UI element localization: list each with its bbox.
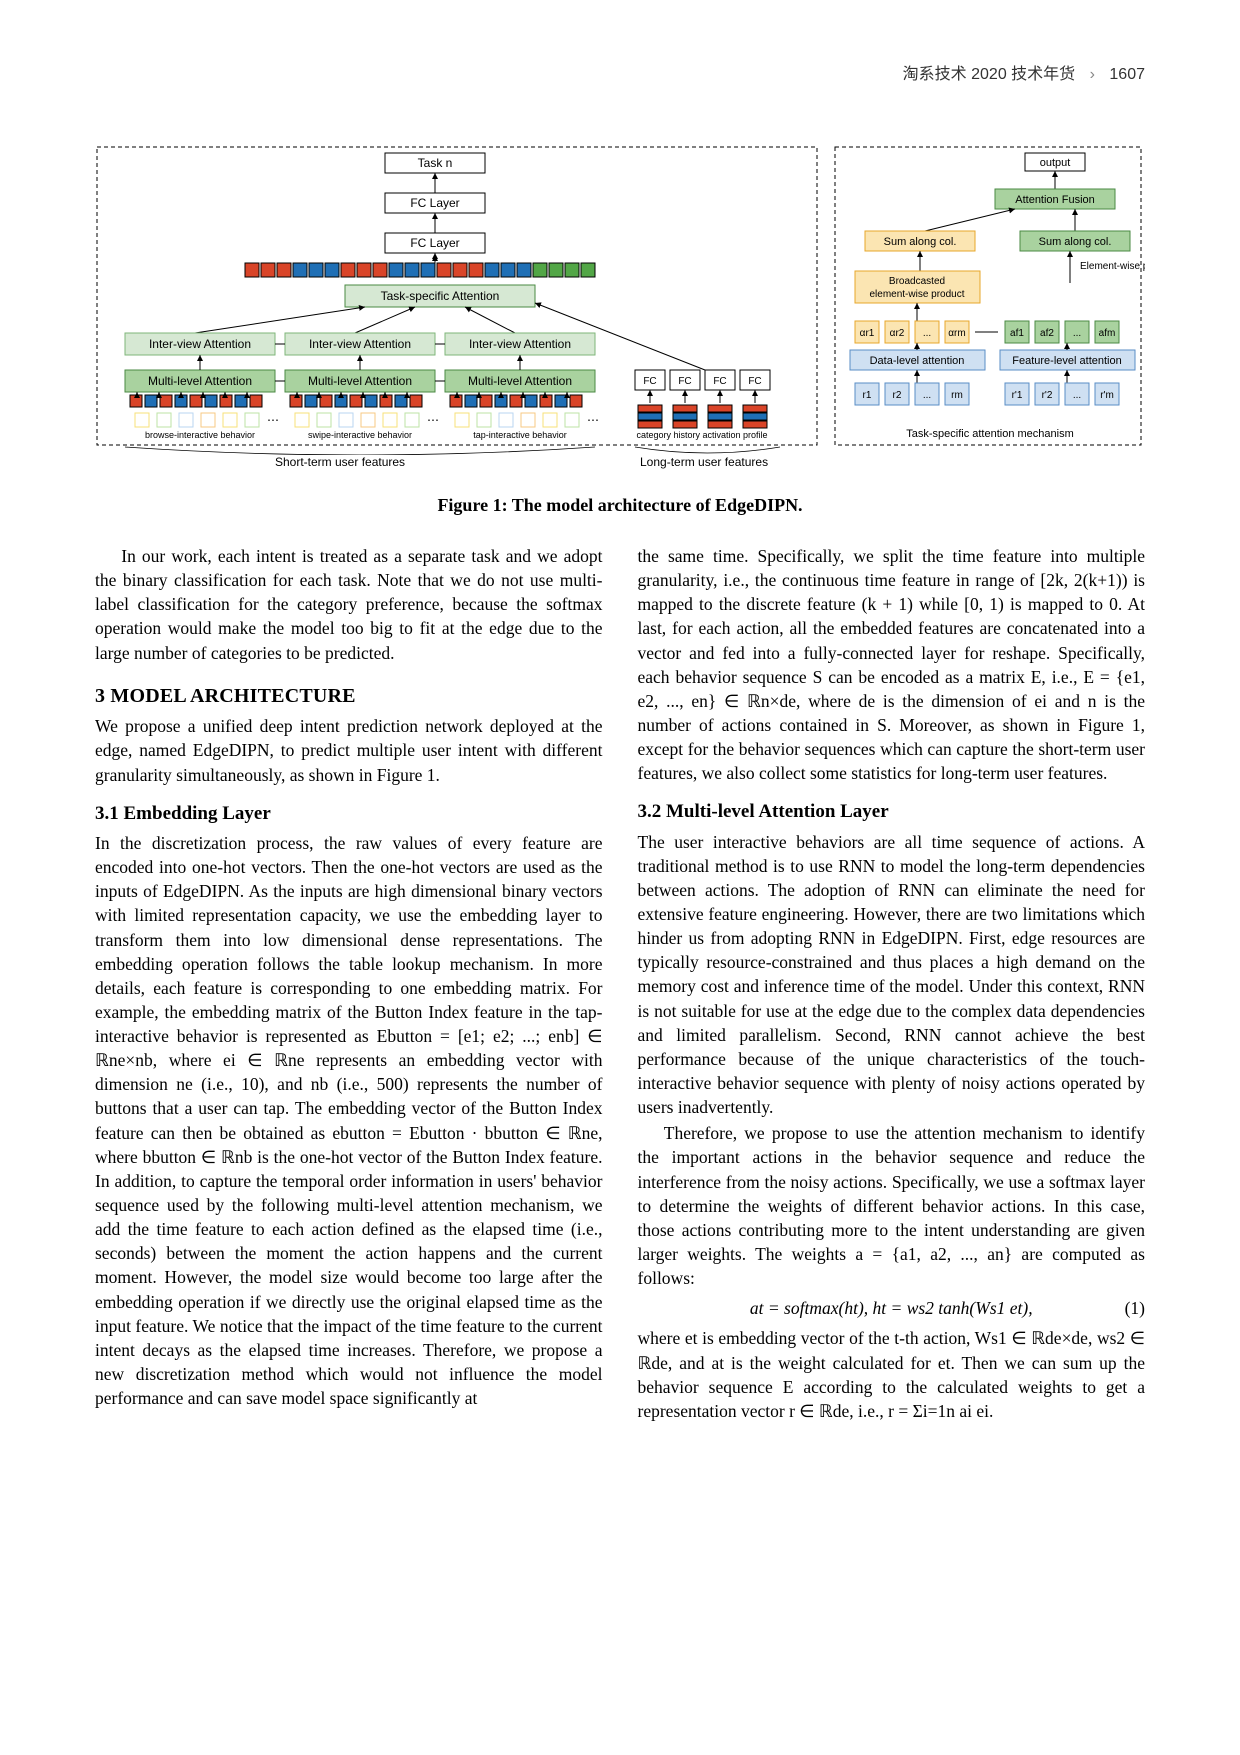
svg-text:FC: FC: [713, 376, 726, 387]
figure-caption: Figure 1: The model architecture of Edge…: [95, 495, 1145, 516]
svg-text:αr1: αr1: [860, 328, 875, 339]
equation-1: at = softmax(ht), ht = ws2 tanh(Ws1 et),…: [638, 1296, 1146, 1320]
section-3-heading: 3 MODEL ARCHITECTURE: [95, 683, 603, 711]
architecture-figure: Task n FC Layer FC Layer Task-specific A…: [95, 145, 1145, 516]
svg-text:Element-wise product: Element-wise product: [1080, 261, 1145, 272]
svg-text:Task-specific attention mechan: Task-specific attention mechanism: [906, 428, 1074, 440]
svg-text:Feature-level attention: Feature-level attention: [1012, 355, 1121, 367]
svg-text:Inter-view Attention: Inter-view Attention: [469, 337, 571, 351]
svg-text:element-wise product: element-wise product: [869, 289, 964, 300]
svg-text:r'm: r'm: [1100, 390, 1114, 401]
svg-text:Data-level attention: Data-level attention: [870, 355, 965, 367]
multi-level-group: Multi-level Attention Multi-level Attent…: [125, 355, 595, 392]
section-3-2-para-a: The user interactive behaviors are all t…: [638, 830, 1146, 1120]
svg-text:Sum along col.: Sum along col.: [884, 236, 957, 248]
svg-text:Broadcasted: Broadcasted: [889, 276, 945, 287]
running-header: 淘系技术 2020 技术年货 › 1607: [903, 60, 1145, 84]
svg-text:⋯: ⋯: [427, 413, 439, 427]
short-term-label: Short-term user features: [275, 455, 405, 469]
svg-text:FC: FC: [643, 376, 656, 387]
section-3-2-para-b: Therefore, we propose to use the attenti…: [638, 1121, 1146, 1290]
inter-view-group: Inter-view Attention Inter-view Attentio…: [125, 333, 595, 355]
svg-text:Task n: Task n: [418, 156, 453, 170]
right-column: the same time. Specifically, we split th…: [638, 544, 1146, 1425]
svg-text:...: ...: [923, 328, 931, 339]
svg-text:tap-interactive behavior: tap-interactive behavior: [473, 430, 567, 440]
section-3-1-para: In the discretization process, the raw v…: [95, 831, 603, 1410]
svg-text:αr2: αr2: [890, 328, 905, 339]
svg-text:afm: afm: [1099, 328, 1116, 339]
svg-text:...: ...: [1073, 390, 1081, 401]
svg-text:FC Layer: FC Layer: [410, 236, 459, 250]
svg-text:Sum along col.: Sum along col.: [1039, 236, 1112, 248]
left-column: In our work, each intent is treated as a…: [95, 544, 603, 1425]
svg-text:r'2: r'2: [1042, 390, 1053, 401]
svg-text:Inter-view Attention: Inter-view Attention: [309, 337, 411, 351]
section-3-2-heading: 3.2 Multi-level Attention Layer: [638, 799, 1146, 825]
svg-text:r1: r1: [863, 390, 872, 401]
svg-text:FC: FC: [678, 376, 691, 387]
section-3-para: We propose a unified deep intent predict…: [95, 714, 603, 786]
svg-text:Inter-view Attention: Inter-view Attention: [149, 337, 251, 351]
running-title: 淘系技术 2020 技术年货: [903, 66, 1076, 83]
chevron-right-icon: ›: [1090, 66, 1095, 83]
intro-para: In our work, each intent is treated as a…: [95, 544, 603, 665]
svg-text:af1: af1: [1010, 328, 1024, 339]
svg-text:Task-specific Attention: Task-specific Attention: [381, 289, 500, 303]
svg-text:FC: FC: [748, 376, 761, 387]
svg-text:⋯: ⋯: [587, 413, 599, 427]
svg-text:af2: af2: [1040, 328, 1054, 339]
svg-text:Multi-level Attention: Multi-level Attention: [468, 374, 572, 388]
svg-text:...: ...: [923, 390, 931, 401]
svg-text:⋯: ⋯: [267, 413, 279, 427]
long-term-label: Long-term user features: [640, 455, 768, 469]
svg-text:rm: rm: [951, 390, 963, 401]
svg-text:category history activation pr: category history activation profile: [636, 430, 767, 440]
section-3-2-para-c: where et is embedding vector of the t-th…: [638, 1326, 1146, 1423]
svg-text:r'1: r'1: [1012, 390, 1023, 401]
svg-text:Multi-level Attention: Multi-level Attention: [308, 374, 412, 388]
svg-text:browse-interactive behavior: browse-interactive behavior: [145, 430, 255, 440]
svg-text:αrm: αrm: [948, 328, 965, 339]
svg-text:Multi-level Attention: Multi-level Attention: [148, 374, 252, 388]
svg-text:r2: r2: [893, 390, 902, 401]
svg-text:swipe-interactive behavior: swipe-interactive behavior: [308, 430, 412, 440]
architecture-diagram: Task n FC Layer FC Layer Task-specific A…: [95, 145, 1145, 455]
svg-text:Attention Fusion: Attention Fusion: [1015, 194, 1095, 206]
svg-text:FC Layer: FC Layer: [410, 196, 459, 210]
svg-text:output: output: [1040, 157, 1071, 169]
page-number: 1607: [1109, 66, 1145, 83]
section-3-1-heading: 3.1 Embedding Layer: [95, 801, 603, 827]
section-3-1-para-cont: the same time. Specifically, we split th…: [638, 544, 1146, 785]
svg-text:...: ...: [1073, 328, 1081, 339]
right-attention-panel: output Attention Fusion Sum along col. S…: [850, 153, 1145, 440]
